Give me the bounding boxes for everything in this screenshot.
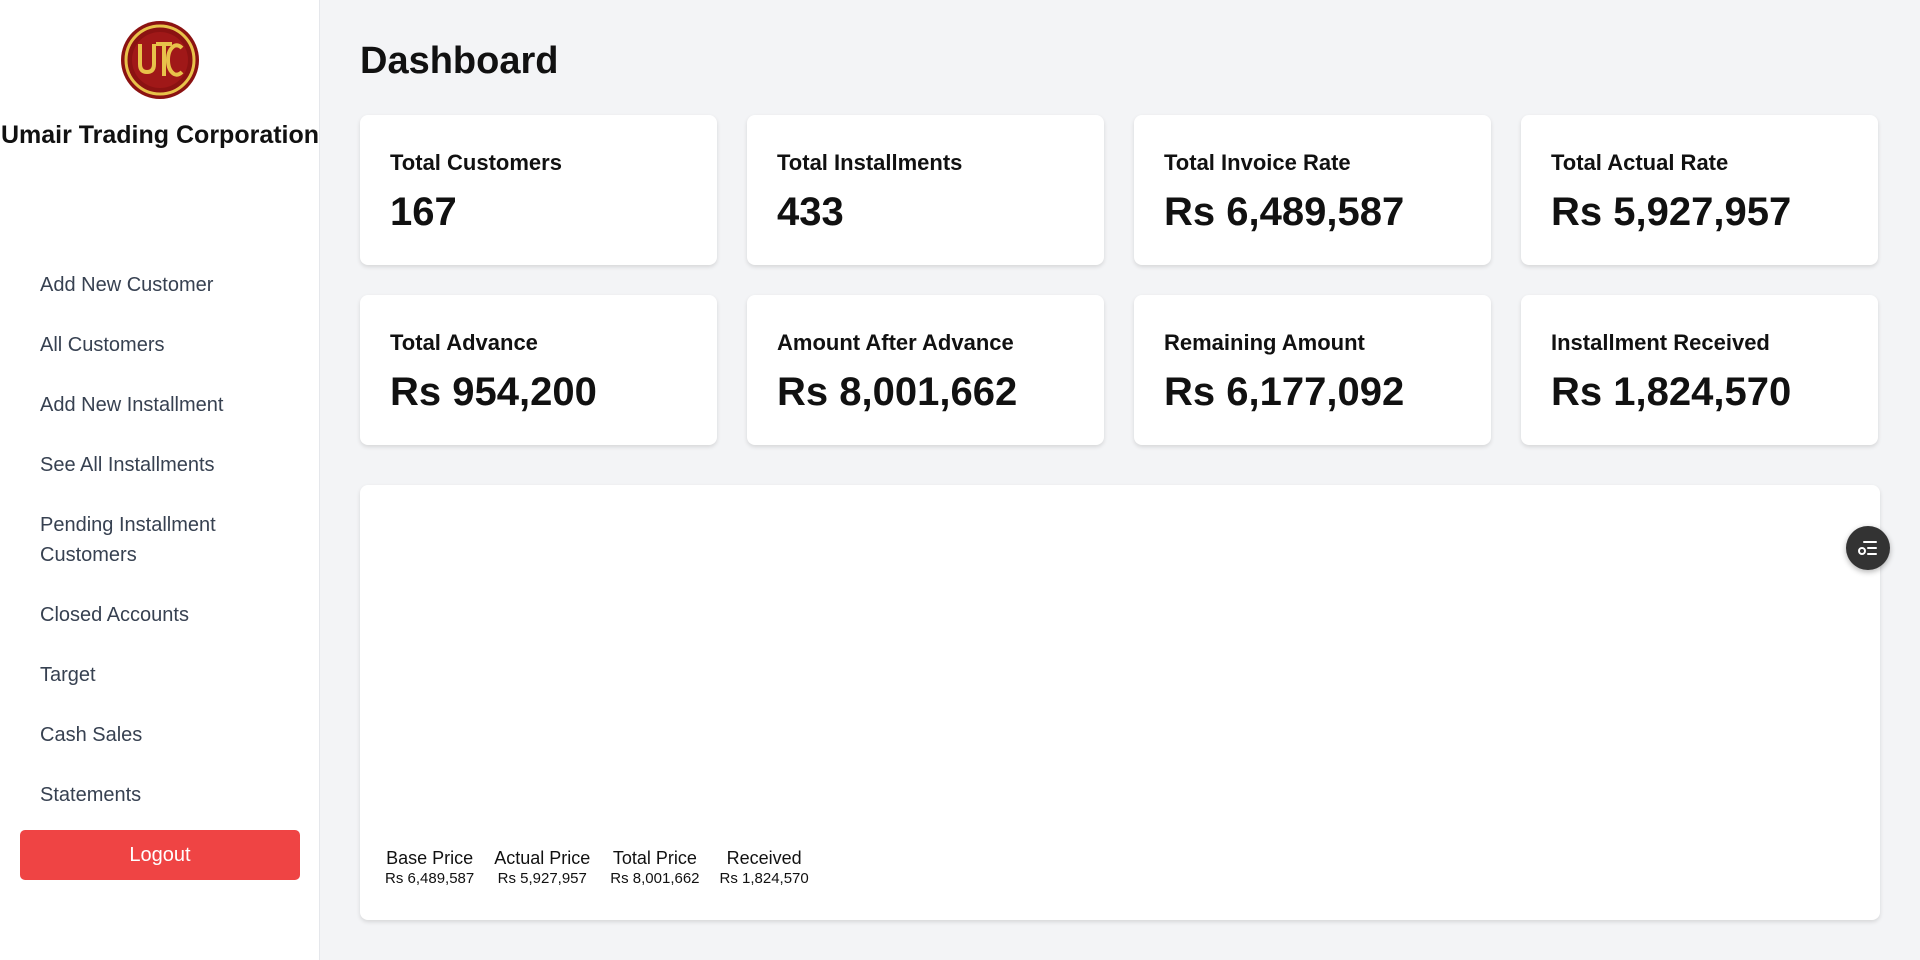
page-title: Dashboard bbox=[360, 40, 559, 82]
legend-value: Rs 5,927,957 bbox=[497, 870, 587, 887]
stat-label: Amount After Advance bbox=[777, 330, 1014, 355]
legend-value: Rs 8,001,662 bbox=[610, 870, 700, 887]
logout-button[interactable]: Logout bbox=[20, 830, 300, 880]
chart-legend: Base Price Rs 6,489,587 Actual Price Rs … bbox=[385, 847, 829, 889]
stat-card-total-customers: Total Customers 167 bbox=[360, 115, 717, 265]
stat-label: Total Customers bbox=[390, 150, 562, 175]
stat-card-amount-after-advance: Amount After Advance Rs 8,001,662 bbox=[747, 295, 1104, 445]
stat-card-total-invoice-rate: Total Invoice Rate Rs 6,489,587 bbox=[1134, 115, 1491, 265]
sidebar-item-closed-accounts[interactable]: Closed Accounts bbox=[40, 604, 189, 626]
sidebar-item-all-customers[interactable]: All Customers bbox=[40, 334, 165, 356]
sidebar-item-pending-installment-customers[interactable]: Pending Installment Customers bbox=[40, 514, 216, 566]
sidebar-nav: Add New Customer All Customers Add New I… bbox=[40, 270, 300, 840]
stat-value: Rs 954,200 bbox=[390, 370, 597, 414]
legend-label: Received bbox=[726, 848, 802, 868]
stat-value: Rs 6,489,587 bbox=[1164, 190, 1405, 234]
legend-item-received: Received Rs 1,824,570 bbox=[720, 847, 809, 889]
stat-value: 167 bbox=[390, 190, 457, 234]
stat-card-total-installments: Total Installments 433 bbox=[747, 115, 1104, 265]
company-name: Umair Trading Corporation bbox=[0, 121, 320, 149]
legend-item-total-price: Total Price Rs 8,001,662 bbox=[610, 847, 699, 889]
sidebar-item-cash-sales[interactable]: Cash Sales bbox=[40, 724, 143, 746]
filter-button[interactable] bbox=[1846, 526, 1890, 570]
stat-value: 433 bbox=[777, 190, 844, 234]
stat-label: Installment Received bbox=[1551, 330, 1770, 355]
main-content: Dashboard Total Customers 167 Total Inst… bbox=[360, 0, 1880, 960]
filter-list-icon bbox=[1858, 541, 1877, 555]
sidebar: Umair Trading Corporation Add New Custom… bbox=[0, 0, 320, 960]
stat-label: Total Invoice Rate bbox=[1164, 150, 1351, 175]
company-logo bbox=[121, 21, 199, 99]
sidebar-item-target[interactable]: Target bbox=[40, 664, 96, 686]
stat-label: Remaining Amount bbox=[1164, 330, 1365, 355]
stat-label: Total Installments bbox=[777, 150, 963, 175]
legend-label: Base Price bbox=[386, 848, 474, 868]
stat-value: Rs 6,177,092 bbox=[1164, 370, 1405, 414]
sidebar-item-add-new-customer[interactable]: Add New Customer bbox=[40, 274, 214, 296]
stat-card-total-advance: Total Advance Rs 954,200 bbox=[360, 295, 717, 445]
sidebar-item-statements[interactable]: Statements bbox=[40, 784, 142, 806]
legend-value: Rs 6,489,587 bbox=[385, 870, 475, 887]
sidebar-item-add-new-installment[interactable]: Add New Installment bbox=[40, 394, 224, 416]
legend-label: Total Price bbox=[612, 848, 697, 868]
stat-label: Total Actual Rate bbox=[1551, 150, 1729, 175]
legend-label: Actual Price bbox=[494, 848, 591, 868]
legend-item-actual-price: Actual Price Rs 5,927,957 bbox=[494, 847, 590, 889]
stat-card-remaining-amount: Remaining Amount Rs 6,177,092 bbox=[1134, 295, 1491, 445]
chart-panel: Base Price Rs 6,489,587 Actual Price Rs … bbox=[360, 485, 1880, 920]
stat-card-installment-received: Installment Received Rs 1,824,570 bbox=[1521, 295, 1878, 445]
legend-item-base-price: Base Price Rs 6,489,587 bbox=[385, 847, 474, 889]
stat-label: Total Advance bbox=[390, 330, 538, 355]
stat-value: Rs 5,927,957 bbox=[1551, 190, 1792, 234]
sidebar-item-see-all-installments[interactable]: See All Installments bbox=[40, 454, 215, 476]
stat-card-total-actual-rate: Total Actual Rate Rs 5,927,957 bbox=[1521, 115, 1878, 265]
stat-value: Rs 1,824,570 bbox=[1551, 370, 1792, 414]
stat-value: Rs 8,001,662 bbox=[777, 370, 1018, 414]
stats-cards: Total Customers 167 Total Installments 4… bbox=[360, 115, 1880, 445]
legend-value: Rs 1,824,570 bbox=[719, 870, 809, 887]
